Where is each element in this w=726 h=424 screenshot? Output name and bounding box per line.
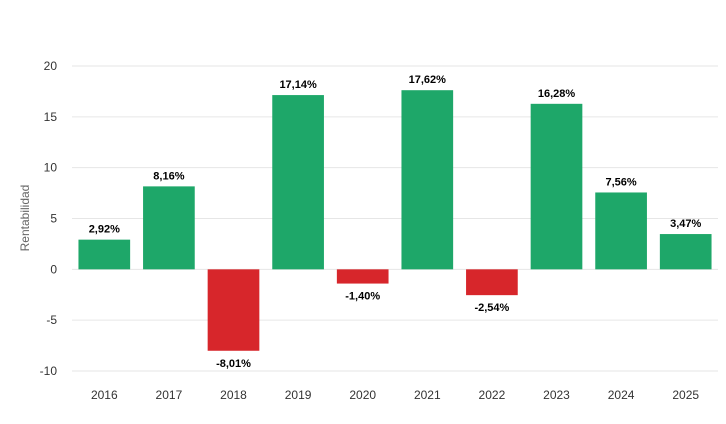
- x-axis: 2016 2017 2018 2019 2020 2021 2022 2023 2024 2025: [91, 388, 699, 402]
- data-label: 17,62%: [409, 74, 447, 86]
- data-label: 16,28%: [538, 88, 576, 100]
- data-label: 8,16%: [153, 170, 184, 182]
- bar-2021: [401, 90, 454, 270]
- x-tick-label: 2021: [414, 388, 441, 402]
- y-tick-label: 10: [44, 161, 58, 175]
- x-tick-label: 2019: [285, 388, 312, 402]
- x-tick-label: 2020: [349, 388, 376, 402]
- data-label: -2,54%: [474, 302, 509, 314]
- bar-2024: [595, 192, 647, 270]
- data-label: 3,47%: [670, 218, 701, 230]
- x-tick-label: 2016: [91, 388, 118, 402]
- data-label: 7,56%: [605, 176, 636, 188]
- y-tick-label: 5: [50, 212, 57, 226]
- data-label: -1,40%: [345, 291, 380, 303]
- bar-2023: [530, 103, 583, 270]
- bar-2018: [207, 269, 260, 351]
- bar-2020: [336, 269, 389, 284]
- y-tick-label: 20: [44, 59, 58, 73]
- y-axis: -10 -5 0 5 10 15 20: [40, 59, 58, 378]
- bars: [78, 90, 712, 351]
- x-tick-label: 2025: [672, 388, 699, 402]
- y-axis-title: Rentabilidad: [18, 185, 32, 252]
- x-tick-label: 2017: [156, 388, 183, 402]
- data-label: 2,92%: [89, 224, 120, 236]
- data-label: 17,14%: [279, 79, 317, 91]
- y-tick-label: -10: [40, 364, 58, 378]
- y-tick-label: 0: [50, 262, 57, 276]
- y-tick-label: 15: [44, 110, 58, 124]
- x-tick-label: 2024: [608, 388, 635, 402]
- bar-2025: [659, 234, 712, 270]
- bar-2019: [272, 95, 324, 270]
- x-tick-label: 2023: [543, 388, 570, 402]
- bar-2022: [466, 269, 518, 296]
- x-tick-label: 2022: [479, 388, 506, 402]
- bar-2017: [143, 186, 195, 270]
- bar-2016: [78, 239, 131, 270]
- data-labels: 2,92% 8,16% -8,01% 17,14% -1,40% 17,62% -2,54%…: [89, 74, 702, 370]
- y-tick-label: -5: [46, 313, 57, 327]
- x-tick-label: 2018: [220, 388, 247, 402]
- data-label: -8,01%: [216, 358, 251, 370]
